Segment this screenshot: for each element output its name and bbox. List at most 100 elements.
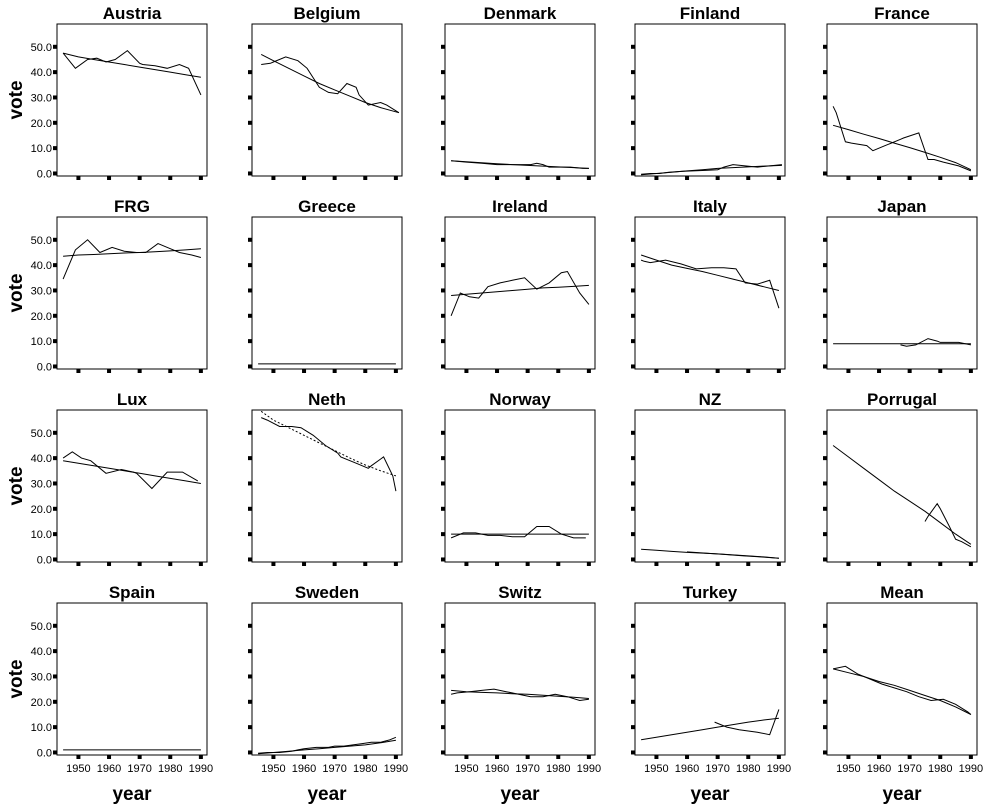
panel-frame [251, 216, 403, 370]
x-tick [715, 562, 720, 566]
x-tick [586, 562, 591, 566]
y-tick [823, 699, 827, 704]
y-tick [823, 339, 827, 344]
fitted-line [63, 248, 201, 257]
panel-frame [444, 23, 596, 177]
y-tick [441, 674, 445, 679]
y-tick-label: 40.0 [31, 67, 52, 79]
y-tick [53, 623, 57, 628]
panel-title: Denmark [484, 4, 557, 23]
x-tick [525, 562, 530, 566]
panel-porrugal: Porrugal [823, 390, 978, 566]
y-tick [53, 750, 57, 755]
x-tick [746, 176, 751, 180]
y-tick-label: 40.0 [31, 260, 52, 272]
x-tick [968, 562, 973, 566]
panel-neth: Neth [248, 390, 403, 566]
observed-line [924, 502, 972, 548]
x-tick [302, 755, 307, 759]
panel-title: Norway [489, 390, 551, 409]
observed-line [62, 451, 199, 490]
x-tick-label: 1950 [66, 763, 90, 775]
x-tick-label: 1950 [836, 763, 860, 775]
x-tick [495, 755, 500, 759]
panel-title: Neth [308, 390, 346, 409]
panel-belgium: Belgium [248, 4, 403, 180]
panel-switz: Switz 1950 1960 1970 1980 1990 year [441, 583, 601, 805]
x-tick [332, 176, 337, 180]
panel-title: Turkey [683, 583, 738, 602]
observed-line [714, 709, 780, 736]
y-tick [823, 288, 827, 293]
x-tick [654, 562, 659, 566]
x-tick [332, 369, 337, 373]
x-tick [76, 755, 81, 759]
panel-title: Austria [103, 4, 162, 23]
observed-line [641, 164, 782, 175]
y-tick [631, 171, 635, 176]
panel-mean: Mean 1950 1960 1970 1980 1990 year [823, 583, 983, 805]
panel-title: Sweden [295, 583, 359, 602]
x-tick [968, 176, 973, 180]
y-tick-label: 30.0 [31, 671, 52, 683]
panel-frame [826, 23, 978, 177]
x-tick [363, 369, 368, 373]
x-tick-label: 1950 [261, 763, 285, 775]
x-tick [938, 369, 943, 373]
y-tick-label: 10.0 [31, 529, 52, 541]
x-tick [168, 176, 173, 180]
y-tick [248, 95, 252, 100]
y-tick [248, 263, 252, 268]
x-tick-label: 1980 [353, 763, 377, 775]
y-tick [823, 481, 827, 486]
x-tick [76, 369, 81, 373]
x-tick-label: 1980 [928, 763, 952, 775]
y-tick [631, 95, 635, 100]
y-tick-label: 20.0 [31, 118, 52, 130]
y-tick [441, 263, 445, 268]
x-tick [846, 176, 851, 180]
x-tick [685, 562, 690, 566]
fitted-line [260, 53, 400, 114]
y-tick-label: 50.0 [31, 621, 52, 633]
x-tick [198, 369, 203, 373]
y-tick [441, 146, 445, 151]
x-axis-title: year [690, 784, 730, 805]
y-tick [248, 725, 252, 730]
x-tick [495, 369, 500, 373]
panel-title: Switz [498, 583, 541, 602]
x-tick [654, 369, 659, 373]
x-tick [525, 176, 530, 180]
y-tick [631, 237, 635, 242]
panel-frame [251, 602, 403, 756]
x-tick [302, 369, 307, 373]
y-tick [823, 44, 827, 49]
x-tick [556, 176, 561, 180]
y-tick [631, 623, 635, 628]
x-tick [685, 369, 690, 373]
x-tick [556, 369, 561, 373]
y-tick [53, 288, 57, 293]
y-tick [248, 699, 252, 704]
y-tick [248, 70, 252, 75]
y-tick-label: 30.0 [31, 478, 52, 490]
x-axis-title: year [500, 784, 540, 805]
panel-title: Spain [109, 583, 155, 602]
y-tick [631, 364, 635, 369]
panel-title: Porrugal [867, 390, 937, 409]
y-tick [53, 120, 57, 125]
x-tick-label: 1990 [577, 763, 601, 775]
y-tick [631, 481, 635, 486]
y-tick [248, 44, 252, 49]
y-tick [248, 120, 252, 125]
fitted-line [832, 445, 972, 545]
y-tick [823, 364, 827, 369]
x-tick [76, 176, 81, 180]
y-tick [631, 725, 635, 730]
y-tick [823, 674, 827, 679]
x-tick [393, 176, 398, 180]
x-tick-label: 1970 [515, 763, 539, 775]
x-tick [271, 176, 276, 180]
x-tick [464, 176, 469, 180]
y-tick [441, 623, 445, 628]
